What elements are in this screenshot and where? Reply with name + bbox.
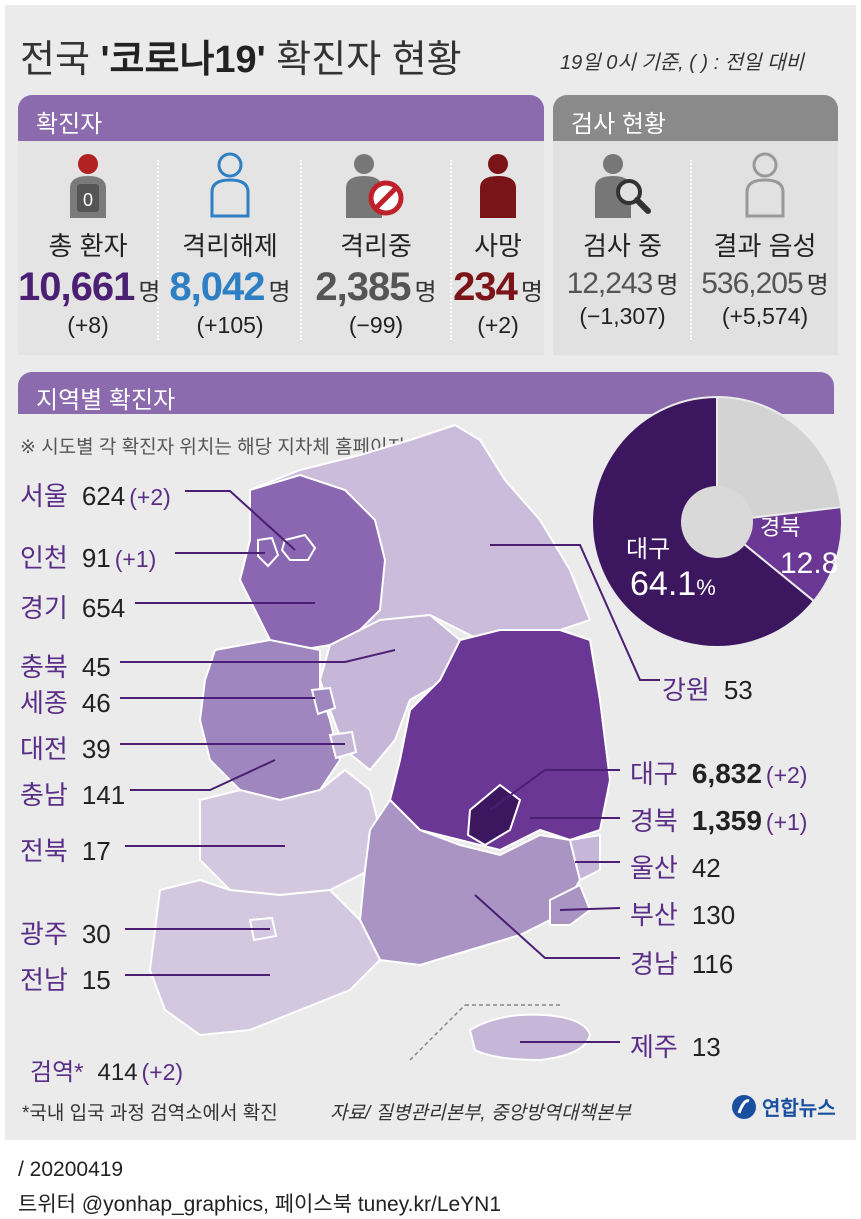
pie-label-gyeongbuk: 경북 (760, 515, 800, 540)
page-title: 전국 '코로나19' 확진자 현황 (20, 39, 462, 81)
stat-negative: 결과 음성 536,205 명 (+5,574) (692, 150, 838, 330)
stat-testing: 검사 중 12,243 명 (−1,307) (555, 150, 690, 330)
region-sejong (310, 686, 337, 716)
region-label-seoul: 서울 624 (+2) (20, 481, 171, 511)
region-jeju (468, 1013, 592, 1062)
pie-value-daegu: 64.1% (630, 565, 716, 603)
stat-released: 격리해제 8,042 명 (+105) (160, 150, 300, 339)
region-label-daegu: 대구 6,832 (+2) (630, 758, 808, 789)
divider (157, 160, 159, 340)
korea-map (120, 423, 660, 1062)
region-label-ulsan: 울산 42 (630, 853, 721, 883)
region-label-gyeonggi: 경기 654 (20, 593, 126, 623)
person-magnifier-icon (555, 150, 690, 218)
pie-slice-other (716, 395, 843, 524)
region-label-jeju: 제주 13 (630, 1032, 721, 1062)
footnote: *국내 입국 과정 검역소에서 확진 (22, 1103, 278, 1124)
region-label-jeonnam: 전남 15 (20, 965, 111, 995)
region-label-quarantine: 검역* 414 (+2) (30, 1059, 184, 1086)
confirmed-heading: 확진자 (18, 95, 544, 141)
region-note: ※ 시도별 각 확진자 위치는 해당 지차체 홈페이지 참조 (20, 437, 446, 458)
pie-value-gyeongbuk: 12.8 (780, 547, 838, 580)
region-chungnam (198, 638, 342, 802)
region-label-gangwon: 강원 53 (662, 675, 753, 705)
region-label-busan: 부산 130 (630, 900, 736, 930)
yonhap-logo-icon (732, 1094, 756, 1119)
brand-logo: 연합뉴스 (730, 1092, 836, 1121)
region-label-gyeongnam: 경남 116 (630, 949, 734, 979)
divider (450, 160, 452, 340)
person-solid-icon (452, 150, 544, 218)
region-label-chungnam: 충남 141 (20, 780, 126, 810)
region-busan (549, 883, 592, 926)
divider (690, 160, 692, 340)
region-jeonnam (148, 878, 382, 1037)
person-badge-zero-icon: 0 (18, 150, 158, 218)
pie-hole (681, 486, 753, 558)
region-label-sejong: 세종 46 (20, 688, 111, 718)
share-pie-chart: 대구 64.1% 경북 12.8 (591, 395, 843, 648)
region-daegu (466, 783, 522, 847)
person-outline-icon (160, 150, 300, 218)
confirmed-panel (18, 141, 544, 355)
social-line: 트위터 @yonhap_graphics, 페이스북 tuney.kr/LeYN… (18, 1193, 502, 1216)
stat-deaths: 사망 234 명 (+2) (452, 150, 544, 339)
stat-isolated: 격리중 2,385 명 (−99) (302, 150, 450, 339)
person-outline-gray-icon (692, 150, 838, 218)
region-ulsan (568, 833, 601, 882)
tests-panel (553, 141, 838, 355)
tests-heading: 검사 현황 (553, 95, 838, 141)
region-label-gyeongbuk: 경북 1,359 (+1) (630, 805, 808, 836)
date-line: / 20200419 (18, 1158, 124, 1181)
pie-label-daegu: 대구 (626, 536, 670, 563)
region-label-daejeon: 대전 39 (20, 734, 111, 764)
region-label-chungbuk: 충북 45 (20, 652, 111, 682)
region-seoul (280, 533, 317, 561)
region-gyeongbuk (388, 629, 612, 852)
source: 자료/ 질병관리본부, 중앙방역대책본부 (330, 1103, 631, 1124)
leader-lines (120, 490, 660, 1043)
stat-total: 0 총 환자 10,661 명 (+8) (18, 150, 160, 339)
region-label-gwangju: 광주 30 (20, 919, 111, 949)
basis-note: 19일 0시 기준, ( ) : 전일 대비 (560, 52, 804, 74)
region-label-incheon: 인천 91 (+1) (20, 543, 157, 573)
svg-text:0: 0 (83, 190, 93, 210)
divider (300, 160, 302, 340)
region-label-jeonbuk: 전북 17 (20, 836, 111, 866)
person-prohibited-icon (302, 150, 450, 218)
